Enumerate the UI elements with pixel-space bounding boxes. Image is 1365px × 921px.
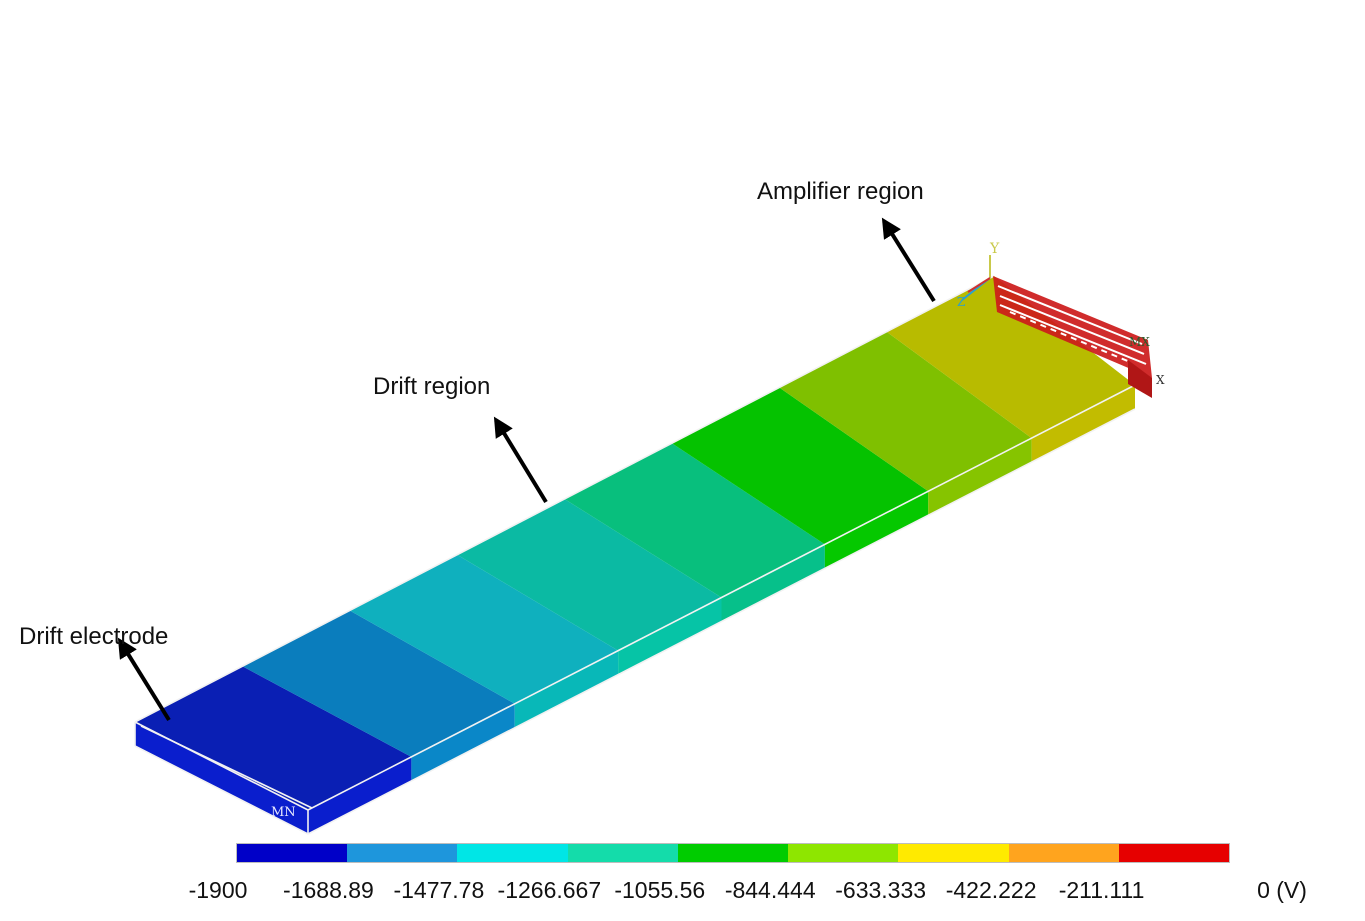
axis-z-label: Z xyxy=(957,295,965,309)
amplifier-front xyxy=(1128,360,1152,398)
legend-tick-label: -1266.667 xyxy=(497,877,602,903)
drift-slab xyxy=(134,275,1136,835)
drift-region-arrow xyxy=(493,416,548,504)
coordinate-triad xyxy=(961,255,991,301)
color-legend-bar xyxy=(236,843,1230,863)
legend-swatch xyxy=(1118,844,1229,862)
slab-segment-side xyxy=(514,650,619,728)
slab-end-face xyxy=(135,722,308,834)
slab-edge-line xyxy=(307,408,1136,835)
legend-tick-label: -633.333 xyxy=(835,877,927,903)
legend-swatch xyxy=(457,844,568,862)
legend-tick-label: -211.111 xyxy=(1058,877,1145,903)
legend-tick-label: -1688.89 xyxy=(283,877,374,903)
slab-segment-side xyxy=(308,756,412,834)
drift-electrode-label: Drift electrode xyxy=(19,623,169,650)
legend-tick-label: -1900 xyxy=(188,877,248,903)
slab-segment-side xyxy=(721,544,825,622)
min-marker-label: MN xyxy=(271,805,296,820)
slab-segment-top xyxy=(671,387,929,545)
drift-region-label: Drift region xyxy=(373,373,491,400)
legend-swatch xyxy=(567,844,678,862)
drift-electrode-arrow xyxy=(117,637,171,722)
amplifier-mesh-lines xyxy=(997,285,1147,365)
axis-y-label: Y xyxy=(989,241,1000,257)
slab-edge-line xyxy=(307,384,1136,811)
slab-segment-side xyxy=(411,703,515,781)
legend-swatch xyxy=(677,844,789,862)
slab-edge-line xyxy=(140,725,313,809)
slab-segment-top xyxy=(457,499,722,651)
axis-x-label: X xyxy=(1156,373,1165,387)
legend-swatch xyxy=(788,844,899,862)
legend-swatch xyxy=(347,844,458,862)
legend-tick-label: 0 (V) xyxy=(1257,877,1307,903)
amplifier-structure xyxy=(961,255,1152,398)
slab-segment-side xyxy=(618,597,722,675)
amplifier-top xyxy=(993,276,1152,378)
amplifier-region-label: Amplifier region xyxy=(757,178,924,205)
legend-swatch xyxy=(237,844,348,862)
slab-segment-top xyxy=(886,276,1135,439)
legend-swatch xyxy=(1008,844,1119,862)
legend-swatch xyxy=(898,844,1009,862)
slab-segment-top xyxy=(135,666,412,810)
slab-edge-line xyxy=(134,745,309,835)
slab-segment-side xyxy=(1031,385,1135,463)
max-marker-label: MX xyxy=(1129,335,1150,349)
amplifier-region-arrow xyxy=(881,217,936,303)
legend-tick-label: -844.444 xyxy=(724,877,816,903)
slab-edge-line xyxy=(134,275,995,723)
slab-segment-side xyxy=(824,491,929,569)
legend-tick-label: -1055.56 xyxy=(614,877,706,903)
slab-segment-top xyxy=(242,610,515,757)
slab-segment-side xyxy=(928,438,1032,516)
legend-tick-label: -1477.78 xyxy=(393,877,485,903)
legend-tick-label: -422.222 xyxy=(945,877,1037,903)
slab-segment-top xyxy=(779,331,1032,492)
slab-segment-top xyxy=(564,443,825,598)
slab-segment-top xyxy=(349,554,619,704)
